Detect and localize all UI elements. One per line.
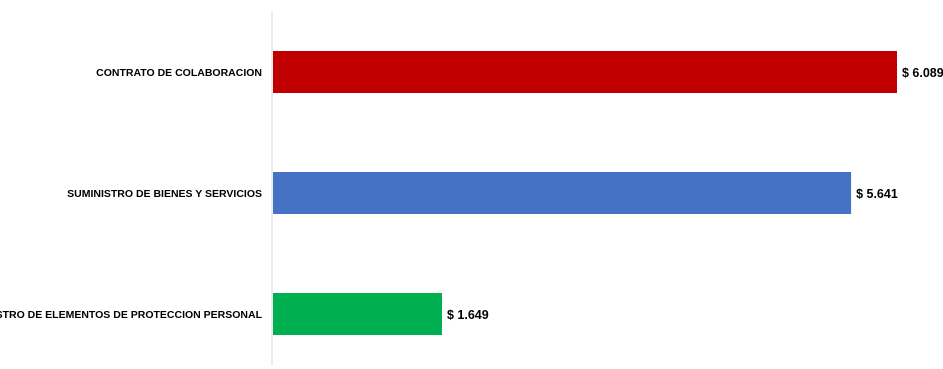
- bar-2: [273, 172, 852, 214]
- category-label-1: CONTRATO DE COLABORACION: [96, 67, 262, 79]
- value-labels-group: $ 6.089 $ 5.641 $ 1.649: [447, 66, 943, 322]
- bar-3: [273, 293, 442, 335]
- bar-1: [273, 51, 897, 93]
- bars-group: [273, 51, 897, 335]
- category-label-2: SUMINISTRO DE BIENES Y SERVICIOS: [67, 188, 262, 200]
- value-label-2: $ 5.641: [856, 187, 898, 201]
- category-labels-group: CONTRATO DE COLABORACION SUMINISTRO DE BI…: [0, 67, 263, 321]
- value-label-3: $ 1.649: [447, 308, 489, 322]
- value-label-1: $ 6.089: [902, 66, 943, 80]
- category-label-3: SUMINISTRO DE ELEMENTOS DE PROTECCION PE…: [0, 309, 263, 321]
